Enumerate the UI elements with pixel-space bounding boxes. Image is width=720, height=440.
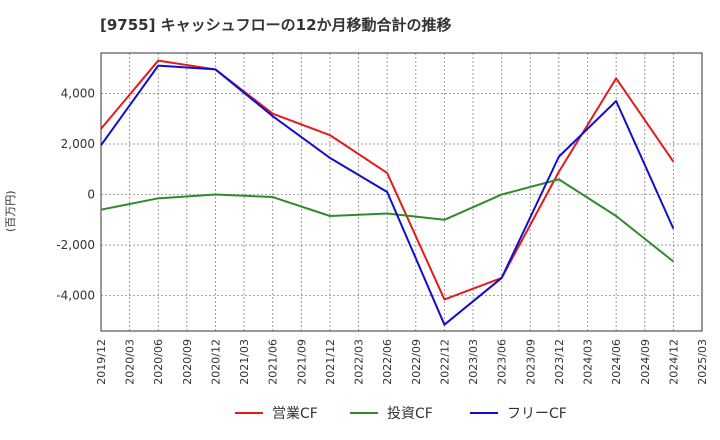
x-tick-label: 2022/12 bbox=[438, 339, 451, 385]
x-tick-label: 2023/03 bbox=[467, 339, 480, 385]
series-line-1 bbox=[100, 59, 675, 301]
series-line-3 bbox=[100, 64, 675, 326]
x-tick-label: 2024/03 bbox=[582, 339, 595, 385]
x-tick-label: 2025/03 bbox=[696, 339, 709, 385]
y-tick-label: -4,000 bbox=[56, 289, 95, 303]
series-line-2 bbox=[100, 178, 675, 263]
x-tick-label: 2021/09 bbox=[295, 339, 308, 385]
x-tick-label: 2024/09 bbox=[639, 339, 652, 385]
x-tick-label: 2022/03 bbox=[353, 339, 366, 385]
x-tick-label: 2020/06 bbox=[152, 339, 165, 385]
x-tick-label: 2023/12 bbox=[553, 339, 566, 385]
y-tick-label: -2,000 bbox=[56, 238, 95, 252]
x-tick-label: 2019/12 bbox=[95, 339, 108, 385]
plot-area bbox=[101, 53, 702, 331]
x-tick-label: 2021/06 bbox=[267, 339, 280, 385]
chart-title: [9755] キャッシュフローの12か月移動合計の推移 bbox=[100, 16, 452, 34]
x-tick-label: 2024/06 bbox=[610, 339, 623, 385]
legend-label-3: フリーCF bbox=[507, 406, 567, 422]
x-tick-label: 2020/09 bbox=[181, 339, 194, 385]
x-tick-label: 2020/03 bbox=[124, 339, 137, 385]
x-tick-label: 2021/03 bbox=[238, 339, 251, 385]
x-tick-label: 2022/06 bbox=[381, 339, 394, 385]
plot-frame bbox=[100, 52, 703, 332]
x-tick-label: 2024/12 bbox=[667, 339, 680, 385]
legend-label-2: 投資CF bbox=[387, 406, 433, 422]
x-tick-label: 2023/06 bbox=[496, 339, 509, 385]
x-tick-label: 2022/09 bbox=[410, 339, 423, 385]
y-tick-label: 0 bbox=[87, 188, 95, 202]
x-tick-label: 2020/12 bbox=[209, 339, 222, 385]
x-tick-label: 2021/12 bbox=[324, 339, 337, 385]
x-tick-label: 2023/09 bbox=[524, 339, 537, 385]
y-tick-label: 4,000 bbox=[61, 86, 95, 100]
y-tick-label: 2,000 bbox=[61, 137, 95, 151]
legend-label-1: 営業CF bbox=[272, 406, 318, 422]
